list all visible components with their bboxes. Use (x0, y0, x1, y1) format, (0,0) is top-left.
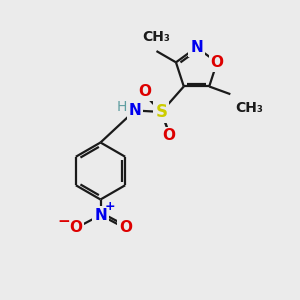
Text: +: + (104, 200, 115, 213)
Text: O: O (119, 220, 132, 236)
Text: O: O (211, 55, 224, 70)
Text: CH₃: CH₃ (235, 101, 263, 115)
Text: N: N (128, 103, 141, 118)
Text: N: N (190, 40, 203, 55)
Text: N: N (94, 208, 107, 223)
Text: O: O (69, 220, 82, 236)
Text: CH₃: CH₃ (142, 31, 170, 44)
Text: S: S (155, 103, 167, 121)
Text: O: O (138, 84, 151, 99)
Text: O: O (162, 128, 175, 143)
Text: −: − (57, 214, 70, 230)
Text: H: H (117, 100, 128, 114)
